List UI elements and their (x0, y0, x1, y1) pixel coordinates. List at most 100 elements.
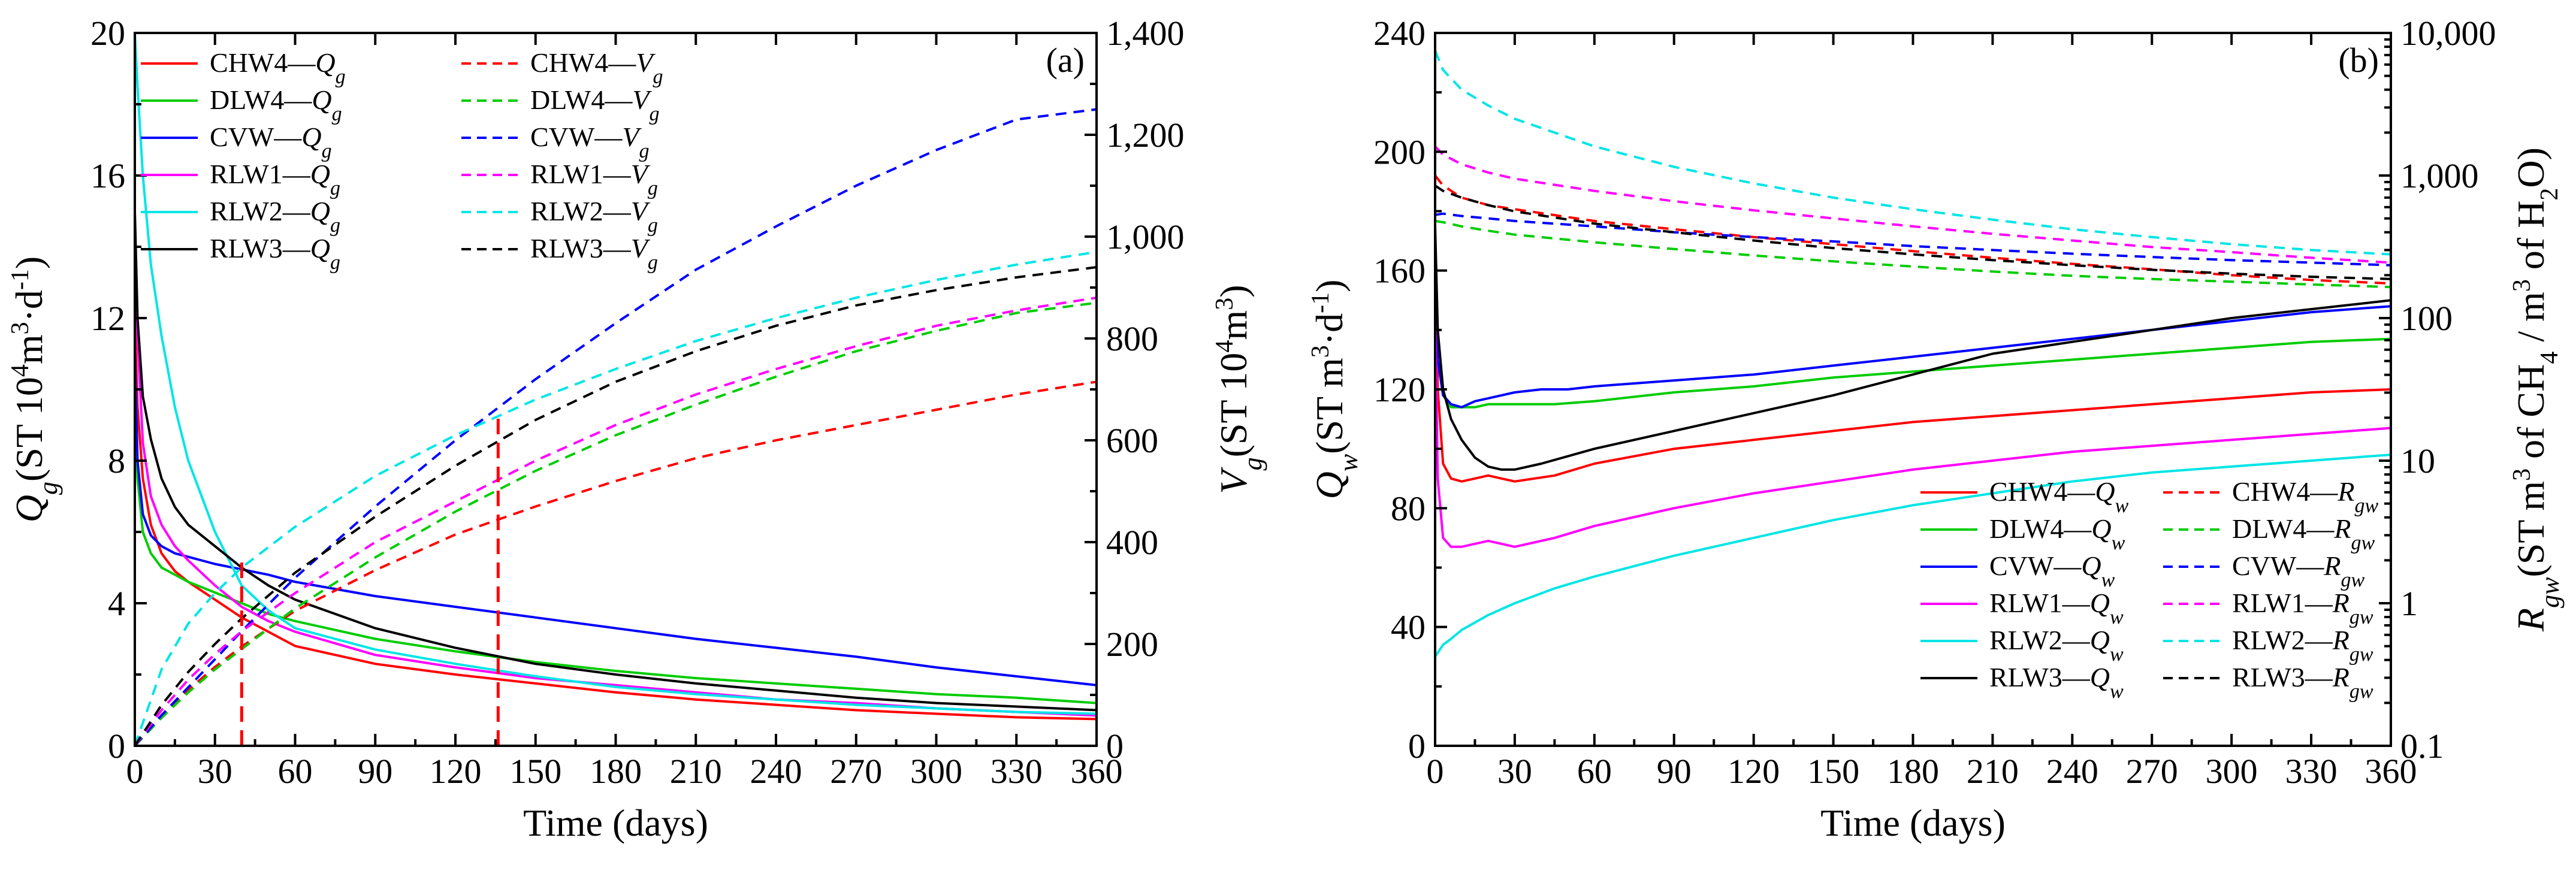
y2-tick-label: 10,000 (2400, 14, 2496, 53)
legend-entry-RLW3: RLW3—Rgw (2232, 662, 2373, 703)
y-tick-label: 200 (1373, 132, 1426, 171)
series-RLW3-Qw (1435, 226, 2391, 471)
y-tick-label: 40 (1391, 608, 1426, 647)
legend-entry-DLW4: DLW4—Rgw (2232, 513, 2375, 554)
legend-entry-CVW: CVW—Qw (1989, 551, 2115, 591)
y-axis-title: Qg(ST 104m3·d-1) (7, 256, 63, 522)
x-tick-label: 300 (2206, 752, 2258, 791)
panel-label: (a) (1046, 41, 1085, 80)
x-tick-label: 90 (1657, 752, 1692, 791)
y2-tick-label: 1,000 (2400, 156, 2479, 195)
y-tick-label: 160 (1373, 252, 1426, 291)
x-tick-label: 270 (830, 752, 882, 791)
series-CHW4-Vg (135, 380, 1097, 746)
y2-tick-label: 1,400 (1106, 14, 1185, 53)
series-DLW4-Qg (135, 389, 1097, 704)
y2-tick-label: 200 (1106, 625, 1158, 664)
x-tick-label: 90 (358, 752, 392, 791)
x-axis-title: Time (days) (523, 802, 708, 844)
x-tick-label: 210 (1967, 752, 2019, 791)
series-RLW1-Qw (1435, 300, 2391, 548)
x-tick-label: 330 (990, 752, 1043, 791)
series-CHW4-Qg (135, 317, 1097, 721)
series-CVW-Qg (135, 353, 1097, 687)
y-tick-label: 0 (1408, 727, 1426, 766)
legend-entry-CHW4: CHW4—Rgw (2232, 476, 2378, 517)
series-RLW2-Qw (1435, 453, 2391, 658)
x-tick-label: 240 (2046, 752, 2098, 791)
series-group (135, 33, 1097, 746)
legend-entry-RLW3: RLW3—Qg (210, 233, 340, 274)
y2-tick-label: 600 (1106, 421, 1158, 460)
y2-tick-label: 800 (1106, 319, 1158, 358)
x-tick-label: 180 (1887, 752, 1939, 791)
legend-entry-DLW4: DLW4—Qw (1989, 513, 2125, 554)
legend-left: CHW4—QwDLW4—QwCVW—QwRLW1—QwRLW2—QwRLW3—Q… (1920, 476, 2129, 703)
y2-tick-label: 1,000 (1106, 217, 1185, 256)
series-RLW2-Qg (135, 33, 1097, 715)
x-tick-label: 30 (1497, 752, 1532, 791)
legend-entry-RLW2: RLW2—Qg (210, 196, 340, 237)
y2-tick-label: 0 (1106, 727, 1124, 766)
y2-tick-label: 1 (2400, 584, 2418, 623)
series-RLW1-Qg (135, 246, 1097, 717)
y-axis-title: Qw(ST m3·d-1) (1307, 280, 1363, 500)
legend-entry-CVW: CVW—Vg (530, 122, 649, 162)
y2-tick-label: 400 (1106, 523, 1158, 562)
legend-right: CHW4—VgDLW4—VgCVW—VgRLW1—VgRLW2—VgRLW3—V… (461, 47, 663, 274)
x-axis-title: Time (days) (1820, 802, 2006, 844)
x-tick-label: 60 (1577, 752, 1612, 791)
series-RLW1-Vg (135, 297, 1097, 746)
series-group (1435, 50, 2391, 658)
y2-tick-label: 100 (2400, 299, 2453, 338)
y2-axis-title: Rgw(ST m3 of CH4 / m3 of H2O) (2508, 147, 2565, 632)
y-tick-label: 16 (90, 156, 125, 195)
panel-a-chart: 0 30 60 90 120 150 180 210 240 270 300 330 360048121… (7, 14, 1267, 844)
series-CVW-Vg (135, 108, 1097, 746)
series-CVW-Rgw (1435, 212, 2391, 267)
panel-label: (b) (2338, 41, 2379, 80)
legend-entry-RLW2: RLW2—Qw (1989, 625, 2124, 666)
x-tick-label: 60 (278, 752, 313, 791)
y-tick-label: 8 (108, 441, 125, 480)
legend-entry-RLW3: RLW3—Qw (1989, 662, 2124, 703)
y2-tick-label: 1,200 (1106, 116, 1185, 155)
y-tick-label: 240 (1373, 14, 1426, 53)
legend-entry-CVW: CVW—Qg (210, 122, 332, 162)
y2-axis-title: Vg(ST 104m3) (1211, 285, 1267, 494)
x-tick-label: 360 (2365, 752, 2417, 791)
series-RLW1-Rgw (1435, 146, 2391, 264)
y-tick-label: 20 (90, 14, 125, 53)
series-CHW4-Rgw (1435, 174, 2391, 285)
x-tick-label: 150 (1807, 752, 1859, 791)
x-tick-label: 120 (430, 752, 482, 791)
legend-entry-CHW4: CHW4—Qw (1989, 476, 2129, 517)
x-tick-label: 150 (509, 752, 561, 791)
x-tick-label: 0 (1427, 752, 1444, 791)
legend-entry-DLW4: DLW4—Qg (210, 84, 342, 125)
legend-entry-RLW1: RLW1—Qg (210, 159, 340, 199)
y-tick-label: 80 (1391, 489, 1426, 528)
y-tick-label: 4 (108, 584, 125, 623)
x-tick-label: 180 (590, 752, 642, 791)
series-RLW3-Vg (135, 266, 1097, 746)
x-tick-label: 300 (910, 752, 962, 791)
y-tick-label: 120 (1373, 370, 1426, 409)
series-CHW4-Qw (1435, 241, 2391, 483)
panel-b-chart: 0 30 60 90 120 150 180 210 240 270 300 330 360 0 40 80 1… (1307, 14, 2565, 844)
legend-right: CHW4—RgwDLW4—RgwCVW—RgwRLW1—RgwRLW2—RgwR… (2163, 476, 2378, 703)
series-RLW3-Rgw (1435, 185, 2391, 280)
legend-entry-CHW4: CHW4—Vg (530, 47, 663, 88)
x-tick-label: 210 (670, 752, 722, 791)
series-RLW3-Qg (135, 211, 1097, 712)
x-tick-label: 330 (2285, 752, 2338, 791)
x-tick-label: 0 (126, 752, 144, 791)
legend-entry-RLW2: RLW2—Rgw (2232, 625, 2373, 666)
legend-entry-CHW4: CHW4—Qg (210, 47, 346, 88)
x-tick-label: 120 (1728, 752, 1780, 791)
series-DLW4-Vg (135, 301, 1097, 746)
legend-entry-RLW3: RLW3—Vg (530, 233, 658, 274)
legend-entry-RLW1: RLW1—Qw (1989, 588, 2124, 628)
